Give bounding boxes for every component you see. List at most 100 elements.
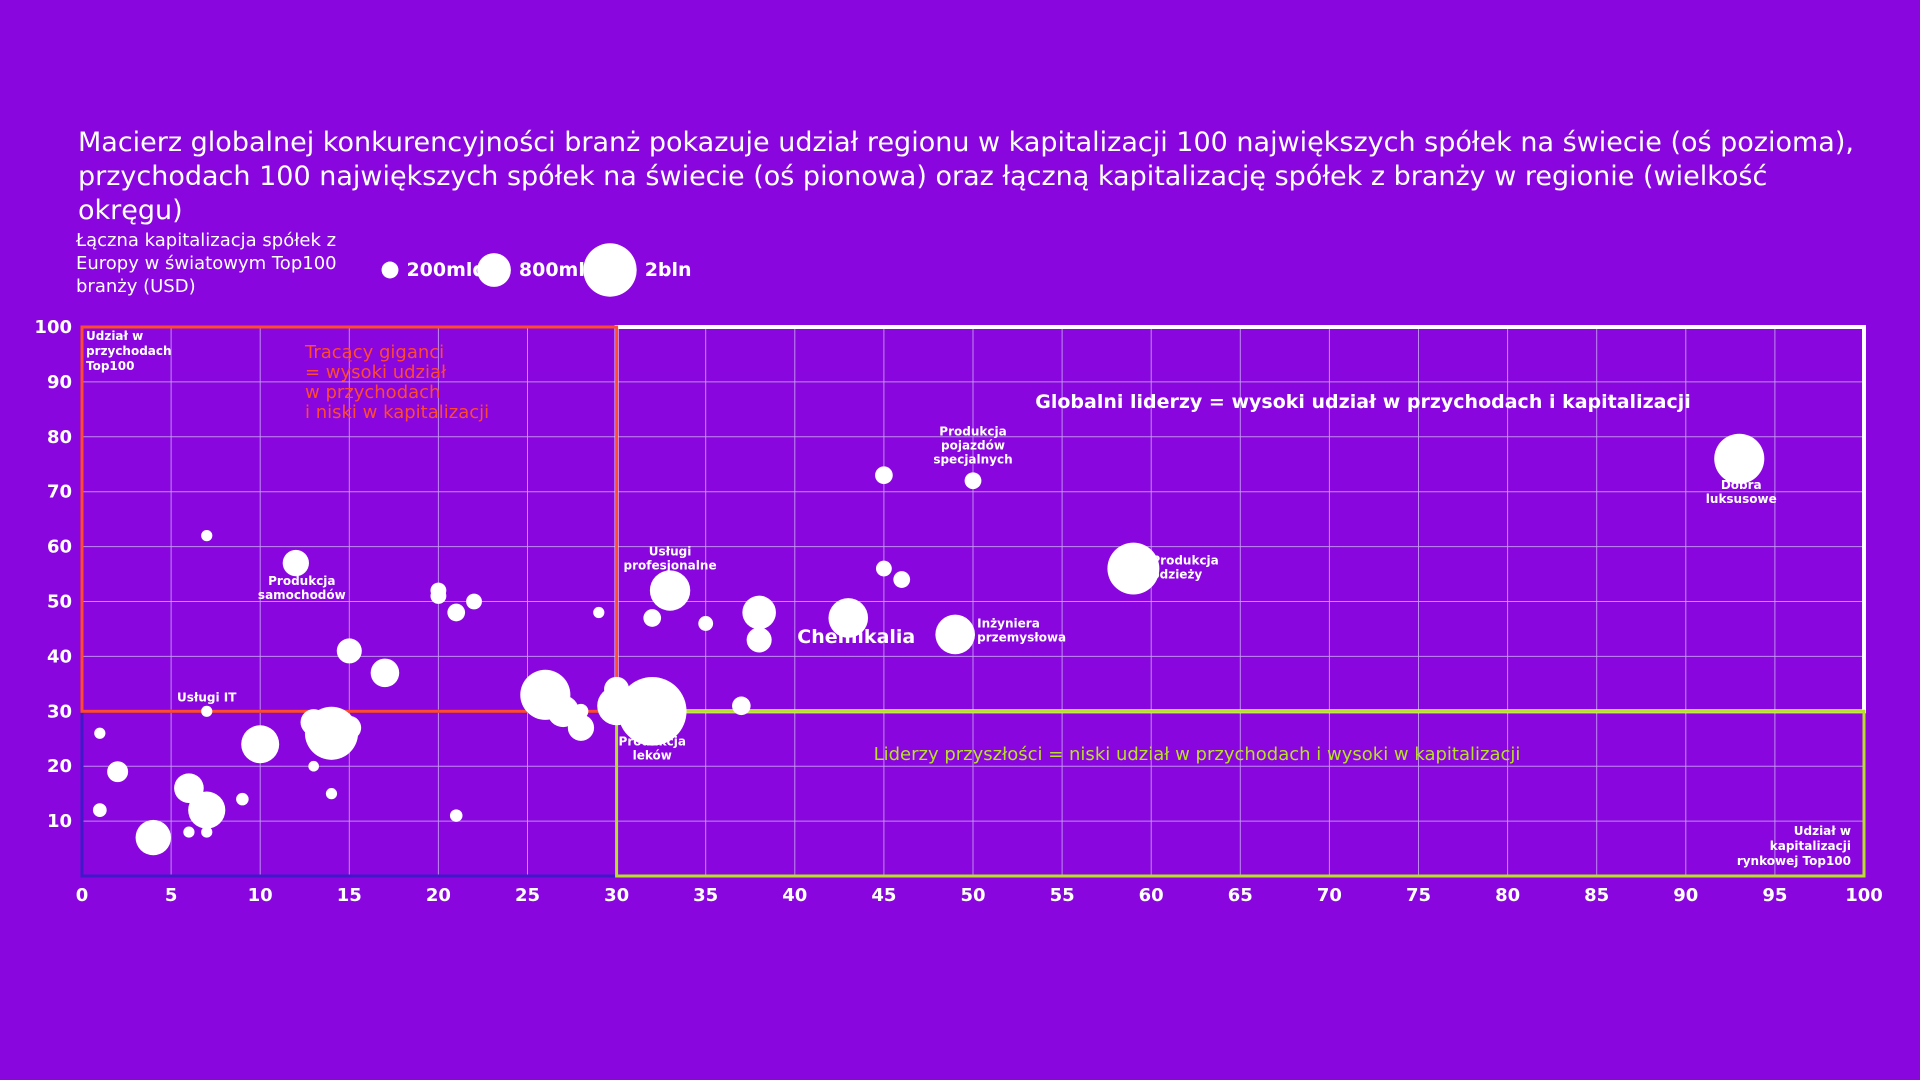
- y-tick-label: 30: [47, 701, 72, 722]
- bubble-point: [964, 472, 982, 490]
- bubble-point: [643, 609, 662, 627]
- legend-bubble: [477, 253, 511, 287]
- x-tick-label: 75: [1406, 885, 1431, 906]
- bubble-point: [466, 593, 482, 610]
- bubble-label: Inżyniera przemysłowa: [977, 616, 1066, 644]
- bubble-point: [567, 714, 595, 741]
- quadrant-label-future-leaders: Liderzy przyszłości = niski udział w prz…: [874, 744, 1521, 765]
- bubble-point: [201, 530, 213, 542]
- x-tick-label: 95: [1762, 885, 1787, 906]
- x-tick-label: 85: [1584, 885, 1609, 906]
- bubble-label: Produkcja odzieży: [1151, 554, 1218, 582]
- y-tick-label: 50: [47, 592, 72, 613]
- bubble-point: [1714, 433, 1765, 484]
- x-tick-label: 90: [1673, 885, 1698, 906]
- chart-title: Macierz globalnej konkurencyjności branż…: [78, 126, 1858, 228]
- bubble-point: [1107, 542, 1160, 595]
- bubble-point: [893, 571, 911, 588]
- quadrant-frame-losing-giants: [80, 325, 619, 713]
- x-tick-label: 65: [1228, 885, 1253, 906]
- bubble-label: Produkcja samochodów: [258, 574, 346, 602]
- bubble-point: [698, 616, 714, 631]
- y-tick-label: 90: [47, 372, 72, 393]
- bubble-point: [107, 761, 129, 783]
- x-tick-label: 20: [426, 885, 451, 906]
- bubble-point: [183, 826, 195, 838]
- bubble-point: [308, 760, 319, 772]
- bubble-point: [236, 792, 249, 806]
- legend-title: Łączna kapitalizacja spółek z Europy w ś…: [76, 230, 337, 297]
- x-tick-label: 15: [337, 885, 362, 906]
- bubble-point: [201, 705, 213, 717]
- x-tick-label: 80: [1495, 885, 1520, 906]
- size-legend: 200mld 800mld 2bln: [381, 243, 692, 297]
- y-tick-label: 80: [47, 427, 72, 448]
- bubble-point: [732, 696, 751, 716]
- x-tick-label: 0: [76, 885, 89, 906]
- bubble-point: [746, 627, 772, 653]
- bubble-point: [875, 560, 892, 577]
- bubble-point: [325, 788, 338, 800]
- chart-title-line-2: przychodach 100 największych spółek na ś…: [78, 161, 1768, 226]
- y-tick-label: 40: [47, 646, 72, 667]
- quadrant-frames: [80, 325, 1866, 878]
- y-tick-label: 60: [47, 537, 72, 558]
- bubble-point: [649, 570, 691, 611]
- bubble-point: [337, 715, 362, 740]
- x-tick-label: 60: [1139, 885, 1164, 906]
- bubble-label: Chemikalia: [797, 626, 915, 648]
- bubble-point: [336, 638, 362, 664]
- bubble-point: [241, 725, 280, 764]
- quadrant-frame-future-leaders: [615, 709, 1866, 878]
- bubble-point: [135, 819, 171, 856]
- x-tick-label: 35: [693, 885, 718, 906]
- bubble-label: Usługi IT: [177, 690, 237, 704]
- bubbles: [92, 433, 1765, 856]
- legend-label: 2bln: [645, 259, 692, 281]
- legend-bubble: [583, 243, 637, 297]
- bubble-point: [449, 809, 463, 822]
- bubble-point: [282, 549, 309, 577]
- bubble-label: Usługi profesjonalne: [624, 545, 717, 573]
- x-tick-label: 50: [960, 885, 985, 906]
- legend-label: 800mld: [519, 259, 599, 281]
- x-tick-label: 45: [871, 885, 896, 906]
- quadrant-label-losing-giants: Tracący giganci = wysoki udział w przychod…: [304, 342, 489, 423]
- bubble-label: Dobra luksusowe: [1706, 478, 1777, 506]
- x-tick-label: 70: [1317, 885, 1342, 906]
- axes: 0 5 10 15 20 25 30 35 40 45 50 55 60 65 70 75 80 85 90 95 10…: [34, 317, 1882, 906]
- bubble-point: [201, 826, 213, 838]
- bubble-point: [573, 703, 589, 719]
- bubble-point: [188, 791, 226, 829]
- bubble-point: [92, 803, 107, 817]
- bubble-point: [617, 677, 687, 746]
- x-tick-label: 100: [1845, 885, 1883, 906]
- bubble-point: [875, 466, 893, 485]
- x-tick-label: 25: [515, 885, 540, 906]
- bubble-point: [94, 727, 106, 739]
- x-tick-label: 5: [165, 885, 178, 906]
- y-tick-label: 20: [47, 756, 72, 777]
- y-axis-note: Udział w przychodach Top100: [86, 329, 172, 373]
- x-tick-label: 40: [782, 885, 807, 906]
- x-tick-label: 30: [604, 885, 629, 906]
- bubble-label: Produkcja pojazdów specjalnych: [933, 425, 1012, 467]
- y-tick-label: 100: [34, 317, 72, 338]
- x-tick-label: 55: [1050, 885, 1075, 906]
- bubble-label: Produkcja leków: [619, 734, 686, 762]
- bubble-point: [593, 606, 605, 619]
- y-tick-label: 70: [47, 482, 72, 503]
- quadrant-label-global-leaders: Globalni liderzy = wysoki udział w przyc…: [1035, 391, 1691, 413]
- legend-bubble: [381, 261, 399, 279]
- x-axis-note: Udział w kapitalizacji rynkowej Top100: [1737, 824, 1851, 868]
- legend-label: 200mld: [406, 259, 486, 281]
- bubble-point: [828, 598, 869, 638]
- y-tick-label: 10: [47, 811, 72, 832]
- bubble-point: [935, 614, 975, 655]
- x-tick-label: 10: [248, 885, 273, 906]
- bubble-point: [370, 658, 400, 688]
- bubble-point: [447, 603, 466, 622]
- bubble-point: [430, 588, 447, 604]
- labels: Udział w przychodach Top100 Udział w kapital…: [86, 329, 1851, 868]
